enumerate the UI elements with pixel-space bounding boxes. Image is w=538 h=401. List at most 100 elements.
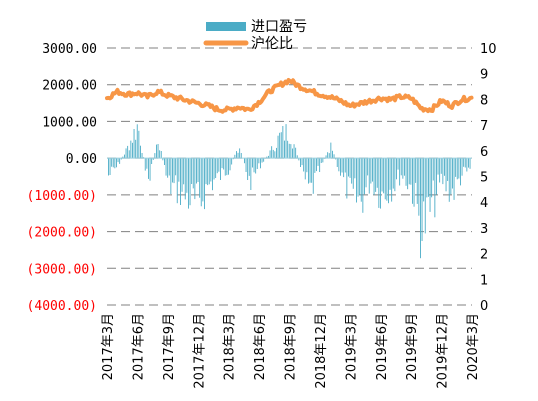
profit-bar [344, 158, 346, 173]
profit-bar [205, 158, 207, 185]
profit-bar [303, 158, 305, 172]
import-profit-bars [108, 124, 471, 259]
profit-bar [248, 158, 250, 176]
profit-bar [293, 144, 295, 159]
profit-bar [445, 158, 447, 192]
profit-bar [244, 158, 245, 164]
profit-bar [116, 158, 117, 168]
x-tick-label: 2017年3月 [101, 313, 116, 380]
profit-bar [215, 158, 217, 178]
profit-bar [200, 158, 202, 207]
profit-bar [271, 146, 273, 159]
profit-bar [239, 148, 241, 159]
left-tick-label: 1000.00 [42, 115, 97, 130]
profit-bar [128, 150, 130, 159]
profit-bar [450, 158, 452, 195]
left-tick-label: (2000.00) [27, 226, 97, 241]
x-tick-label: 2018年12月 [314, 313, 329, 389]
profit-bar [245, 158, 247, 172]
profit-bar [140, 145, 141, 159]
profit-bar [373, 158, 375, 195]
profit-bar [180, 158, 181, 205]
profit-bar [447, 158, 449, 181]
profit-bar [399, 158, 401, 186]
profit-bar [412, 158, 413, 204]
profit-bar [176, 158, 178, 204]
profit-bar [341, 158, 343, 173]
left-tick-label: (4000.00) [27, 299, 97, 314]
profit-bar [240, 153, 242, 159]
left-tick-label: 3000.00 [42, 42, 97, 57]
profit-bar [148, 158, 149, 179]
right-tick-label: 4 [480, 196, 488, 211]
profit-bar [408, 158, 410, 185]
profit-bar [277, 135, 279, 159]
right-tick-label: 2 [480, 248, 488, 263]
profit-bar [436, 158, 437, 195]
x-tick-label: 2019年12月 [436, 313, 451, 389]
profit-bar [404, 158, 405, 176]
profit-bar [157, 144, 159, 159]
profit-bar [292, 148, 293, 159]
profit-bar [228, 158, 229, 175]
profit-bar [440, 158, 442, 174]
profit-bar [367, 158, 369, 176]
profit-bar [288, 143, 290, 159]
profit-bar [144, 158, 146, 171]
profit-bar [199, 158, 201, 198]
profit-bar [111, 158, 113, 167]
profit-bar [460, 158, 461, 186]
x-tick-label: 2019年6月 [375, 313, 390, 380]
profit-bar [250, 158, 252, 190]
right-tick-label: 7 [480, 119, 488, 134]
left-tick-label: (3000.00) [27, 262, 97, 277]
right-tick-label: 8 [480, 93, 488, 108]
profit-bar [426, 158, 428, 198]
profit-bar [216, 158, 218, 174]
profit-bar [434, 158, 436, 218]
profit-bar [325, 155, 327, 159]
left-tick-label: 0.00 [66, 152, 97, 167]
profit-bar [442, 158, 444, 185]
profit-bar [416, 158, 418, 204]
profit-bar [290, 144, 292, 159]
profit-bar [108, 158, 109, 176]
x-tick-label: 2017年6月 [131, 313, 146, 380]
profit-bar [376, 158, 378, 188]
profit-bar [192, 158, 194, 189]
profit-bar [154, 153, 156, 159]
profit-bar [386, 158, 388, 201]
profit-bar [335, 158, 337, 160]
profit-bar [314, 158, 316, 173]
profit-bar [396, 158, 397, 180]
profit-bar [370, 158, 372, 184]
profit-bar [464, 158, 466, 168]
profit-bar [407, 158, 409, 190]
profit-bar [263, 158, 265, 162]
profit-bar [255, 158, 257, 174]
profit-bar [194, 158, 196, 200]
profit-bar [141, 153, 143, 159]
profit-bar [202, 158, 204, 202]
profit-bar [311, 158, 313, 183]
x-tick-label: 2018年3月 [223, 313, 238, 380]
profit-bar [423, 158, 425, 202]
profit-bar [448, 158, 450, 202]
profit-bar [437, 158, 439, 175]
profit-bar [226, 158, 228, 176]
profit-bar [159, 150, 161, 159]
profit-bar [184, 158, 186, 200]
profit-bar [428, 158, 429, 197]
profit-bar [207, 158, 209, 186]
profit-bar [151, 158, 153, 164]
profit-bar [328, 153, 330, 159]
x-tick-label: 2017年9月 [162, 313, 177, 380]
profit-bar [424, 158, 426, 234]
profit-bar [173, 158, 175, 184]
left-tick-label: 2000.00 [42, 79, 97, 94]
profit-bar [152, 158, 154, 160]
profit-bar [224, 158, 226, 176]
profit-bar [381, 158, 383, 192]
